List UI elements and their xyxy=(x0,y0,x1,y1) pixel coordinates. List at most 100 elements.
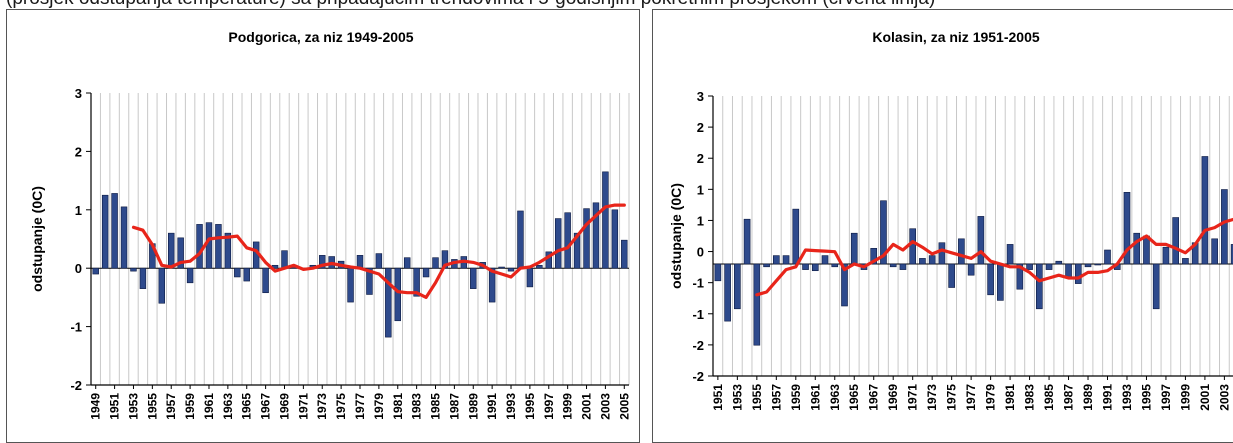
bar xyxy=(385,267,392,338)
bar xyxy=(281,250,288,269)
bar xyxy=(831,263,839,268)
bar xyxy=(526,267,534,288)
moving-average-line xyxy=(131,203,626,299)
x-tick-label: 1983 xyxy=(410,393,424,420)
x-tick-label: 2001 xyxy=(580,393,594,420)
x-tick-label: 1957 xyxy=(769,384,783,411)
x-tick-label: 1953 xyxy=(730,384,744,411)
bar xyxy=(422,267,430,278)
bar xyxy=(498,266,505,269)
bar xyxy=(583,208,590,269)
bar xyxy=(366,267,373,295)
x-tick-label: 1991 xyxy=(485,393,499,420)
y-tick-label: 3 xyxy=(697,89,704,104)
x-tick-label: 1973 xyxy=(925,384,939,411)
bar xyxy=(1133,232,1141,265)
bar xyxy=(196,224,203,269)
x-tick-label: 1989 xyxy=(1081,384,1095,411)
x-tick-label: 1969 xyxy=(277,393,291,420)
bar xyxy=(1055,260,1063,265)
x-tick-label: 1971 xyxy=(906,384,920,411)
bar xyxy=(1016,263,1024,290)
bar xyxy=(215,224,222,269)
bar xyxy=(224,232,232,269)
bar xyxy=(928,255,936,265)
y-axis-label: odstupanje (0C) xyxy=(29,186,45,292)
bar xyxy=(1045,263,1053,270)
x-tick-label: 1967 xyxy=(867,384,881,411)
header-caption-strip: (prosjek odstupanja temperature) sa prip… xyxy=(0,0,1233,9)
bar xyxy=(724,263,731,322)
bar xyxy=(554,218,562,269)
x-tick-label: 1967 xyxy=(259,393,273,420)
bar xyxy=(356,255,364,269)
bar xyxy=(1162,246,1170,265)
bar xyxy=(1201,156,1209,265)
bar xyxy=(811,263,819,272)
bar xyxy=(734,263,741,310)
x-tick-label: 1955 xyxy=(750,384,764,411)
x-tick-label: 1977 xyxy=(964,384,978,411)
x-tick-label: 1965 xyxy=(847,384,861,411)
x-tick-label: 1963 xyxy=(221,393,235,420)
bar xyxy=(413,267,420,297)
bar xyxy=(1123,192,1131,265)
x-tick-label: 1955 xyxy=(145,393,159,420)
bar xyxy=(1152,263,1160,310)
x-tick-label: 1951 xyxy=(711,384,725,411)
bar xyxy=(1074,263,1082,284)
bar xyxy=(782,255,790,265)
chart-panel-podgorica: Podgorica, za niz 1949-2005 3 2 1 0 -1 -2 1949 1… xyxy=(6,9,640,443)
bar xyxy=(611,209,619,269)
x-tick-label: 1971 xyxy=(296,393,310,420)
bar xyxy=(1084,263,1092,268)
bar xyxy=(243,267,250,282)
bar xyxy=(111,193,118,269)
bar xyxy=(792,208,800,265)
bar xyxy=(592,202,600,269)
x-tick-label: 1951 xyxy=(108,393,122,420)
bar xyxy=(772,255,780,265)
x-tick-label: 1997 xyxy=(1159,384,1173,411)
x-tick-label: 1985 xyxy=(429,393,443,420)
x-tick-label: 1949 xyxy=(89,393,103,420)
bar xyxy=(948,263,955,288)
chart-title: Kolasin, za niz 1951-2005 xyxy=(872,29,1040,45)
bar xyxy=(1104,249,1111,265)
bar xyxy=(205,222,213,269)
y-tick-label: -1 xyxy=(692,276,704,291)
x-tick-label: 1991 xyxy=(1101,384,1115,411)
x-tick-label: 1961 xyxy=(202,393,216,420)
vertical-gridlines xyxy=(90,93,630,385)
bar xyxy=(714,263,722,282)
bar xyxy=(403,257,411,269)
x-tick-label: 1959 xyxy=(183,393,197,420)
bar xyxy=(1230,244,1233,265)
bar xyxy=(1182,258,1189,265)
x-tick-label: 1981 xyxy=(391,393,405,420)
x-tick-label: 1953 xyxy=(126,393,140,420)
x-tick-label: 1999 xyxy=(561,393,575,420)
bar xyxy=(139,267,147,289)
bar xyxy=(987,263,994,296)
x-tick-label: 1987 xyxy=(1062,384,1076,411)
bar xyxy=(347,267,354,303)
bar xyxy=(234,267,241,278)
chart-kolasin: Kolasin, za niz 1951-2005 3 2 2 1 1 0 -1 -1 -2 -2 1… xyxy=(668,29,1233,411)
bar xyxy=(186,267,194,284)
bar xyxy=(850,232,858,265)
bar xyxy=(394,267,401,322)
bar xyxy=(763,263,770,268)
bar xyxy=(889,263,897,268)
bar xyxy=(375,253,383,269)
x-tick-label: 1965 xyxy=(240,393,254,420)
x-tick-label: 1993 xyxy=(504,393,518,420)
bar xyxy=(536,264,543,269)
x-tick-label: 1995 xyxy=(1139,384,1153,411)
vertical-gridlines xyxy=(712,96,1230,376)
bar xyxy=(821,255,829,265)
bar xyxy=(1221,189,1228,265)
x-tick-label: 1977 xyxy=(353,393,367,420)
x-tick-label: 1989 xyxy=(466,393,480,420)
bar xyxy=(92,267,99,275)
